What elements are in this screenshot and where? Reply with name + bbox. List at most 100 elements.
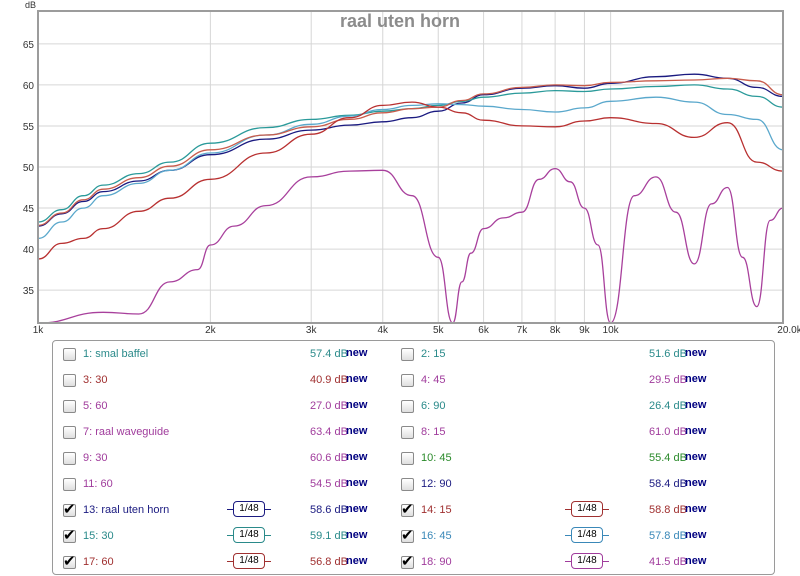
- legend-checkbox[interactable]: [401, 348, 414, 361]
- series-line-18: [38, 167, 783, 323]
- legend-db-value: 26.4 dB: [649, 400, 687, 412]
- y-tick-label: 45: [23, 204, 35, 215]
- new-button[interactable]: new: [685, 477, 707, 489]
- legend-checkbox[interactable]: [63, 478, 76, 491]
- legend-checkbox[interactable]: [401, 526, 414, 544]
- smoothing-label: 1/48: [239, 503, 259, 514]
- legend-label: 3: 30: [83, 374, 108, 386]
- new-button[interactable]: new: [346, 399, 368, 411]
- new-button[interactable]: new: [346, 529, 368, 541]
- legend-checkbox[interactable]: [63, 526, 76, 544]
- legend-item: 6: 90 26.4 dB new: [391, 394, 729, 420]
- legend-db-value: 63.4 dB: [310, 426, 348, 438]
- series-line-15: [38, 84, 783, 223]
- x-tick-label: 3k: [306, 325, 318, 336]
- legend-db-value: 27.0 dB: [310, 400, 348, 412]
- smoothing-button[interactable]: 1/48: [227, 553, 271, 569]
- smoothing-button[interactable]: 1/48: [565, 527, 609, 543]
- smoothing-button[interactable]: 1/48: [227, 527, 271, 543]
- legend-checkbox[interactable]: [401, 552, 414, 570]
- legend-db-value: 55.4 dB: [649, 452, 687, 464]
- x-tick-label: 4k: [377, 325, 389, 336]
- legend-checkbox[interactable]: [63, 452, 76, 465]
- legend-checkbox[interactable]: [401, 400, 414, 413]
- legend-db-value: 61.0 dB: [649, 426, 687, 438]
- measurement-legend: 1: smal baffel 57.4 dB new 2: 15 51.6 dB new 3…: [52, 340, 775, 575]
- new-button[interactable]: new: [346, 347, 368, 359]
- legend-label: 5: 60: [83, 400, 108, 412]
- new-button[interactable]: new: [685, 425, 707, 437]
- x-tick-label: 7k: [517, 325, 529, 336]
- y-tick-label: 35: [23, 286, 35, 297]
- smoothing-button[interactable]: 1/48: [565, 501, 609, 517]
- new-button[interactable]: new: [346, 477, 368, 489]
- plot-frame: [37, 10, 784, 324]
- smoothing-button[interactable]: 1/48: [227, 501, 271, 517]
- new-button[interactable]: new: [685, 503, 707, 515]
- new-button[interactable]: new: [685, 529, 707, 541]
- x-tick-label: 6k: [478, 325, 490, 336]
- new-button[interactable]: new: [685, 373, 707, 385]
- legend-db-value: 41.5 dB: [649, 556, 687, 568]
- legend-item: 8: 15 61.0 dB new: [391, 420, 729, 446]
- new-button[interactable]: new: [685, 347, 707, 359]
- new-button[interactable]: new: [685, 451, 707, 463]
- new-button[interactable]: new: [346, 373, 368, 385]
- legend-checkbox[interactable]: [63, 400, 76, 413]
- legend-label: 18: 90: [421, 556, 452, 568]
- y-tick-label: 55: [23, 122, 35, 133]
- x-tick-label: 5k: [433, 325, 445, 336]
- smoothing-label: 1/48: [239, 529, 259, 540]
- legend-checkbox[interactable]: [63, 426, 76, 439]
- legend-label: 14: 15: [421, 504, 452, 516]
- legend-checkbox[interactable]: [63, 374, 76, 387]
- smoothing-label: 1/48: [577, 555, 597, 566]
- y-tick-label: 60: [23, 81, 35, 92]
- legend-item: 3: 30 40.9 dB new: [53, 368, 391, 394]
- legend-checkbox[interactable]: [63, 348, 76, 361]
- legend-checkbox[interactable]: [401, 452, 414, 465]
- new-button[interactable]: new: [346, 451, 368, 463]
- new-button[interactable]: new: [685, 555, 707, 567]
- new-button[interactable]: new: [685, 399, 707, 411]
- legend-label: 15: 30: [83, 530, 114, 542]
- legend-db-value: 59.1 dB: [310, 530, 348, 542]
- legend-checkbox[interactable]: [401, 374, 414, 387]
- series-line-17: [38, 101, 783, 260]
- x-tick-label: 8k: [550, 325, 562, 336]
- legend-item: 1: smal baffel 57.4 dB new: [53, 342, 391, 368]
- legend-label: 1: smal baffel: [83, 348, 149, 360]
- legend-item: 12: 90 58.4 dB new: [391, 472, 729, 498]
- new-button[interactable]: new: [346, 555, 368, 567]
- legend-item: 5: 60 27.0 dB new: [53, 394, 391, 420]
- legend-db-value: 56.8 dB: [310, 556, 348, 568]
- legend-checkbox[interactable]: [401, 500, 414, 518]
- legend-label: 4: 45: [421, 374, 446, 386]
- legend-label: 17: 60: [83, 556, 114, 568]
- smoothing-label: 1/48: [577, 503, 597, 514]
- legend-label: 7: raal waveguide: [83, 426, 170, 438]
- series-line-14: [38, 77, 783, 226]
- legend-db-value: 58.4 dB: [649, 478, 687, 490]
- legend-db-value: 60.6 dB: [310, 452, 348, 464]
- new-button[interactable]: new: [346, 503, 368, 515]
- x-tick-label: 2k: [205, 325, 217, 336]
- legend-db-value: 54.5 dB: [310, 478, 348, 490]
- x-tick-label: 9k: [579, 325, 591, 336]
- smoothing-button[interactable]: 1/48: [565, 553, 609, 569]
- legend-item: 4: 45 29.5 dB new: [391, 368, 729, 394]
- new-button[interactable]: new: [346, 425, 368, 437]
- legend-checkbox[interactable]: [401, 478, 414, 491]
- y-tick-label: 40: [23, 245, 35, 256]
- legend-checkbox[interactable]: [63, 500, 76, 518]
- legend-db-value: 57.4 dB: [310, 348, 348, 360]
- legend-checkbox[interactable]: [63, 552, 76, 570]
- legend-checkbox[interactable]: [401, 426, 414, 439]
- series-line-13: [38, 73, 783, 227]
